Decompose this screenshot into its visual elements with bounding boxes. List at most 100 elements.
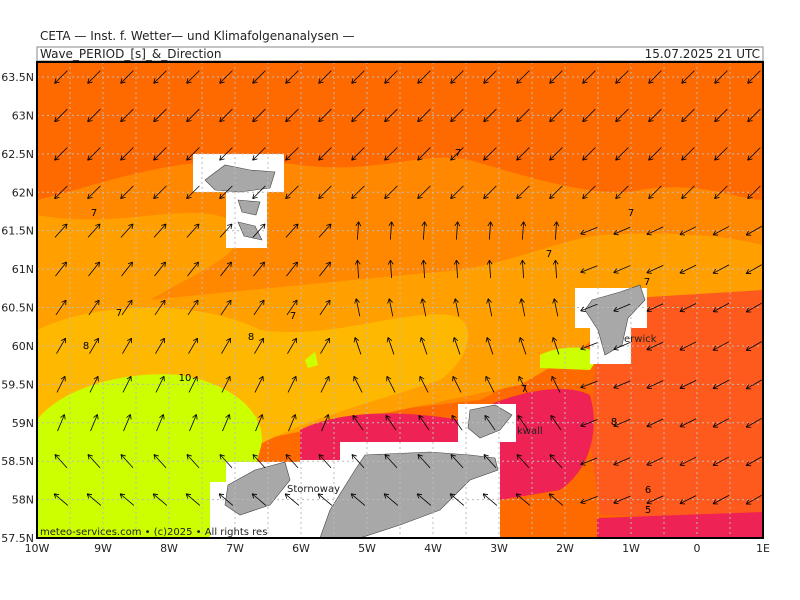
arrow-shaft	[646, 226, 664, 235]
arrow-shaft	[549, 70, 563, 84]
arrow-shaft	[318, 223, 332, 238]
arrow-shaft	[152, 493, 168, 506]
arrow-head	[417, 493, 423, 496]
arrow	[646, 418, 664, 428]
arrow	[152, 493, 168, 506]
arrow-head	[126, 414, 131, 418]
arrow-shaft	[189, 414, 197, 432]
arrow-head	[94, 261, 100, 265]
arrow-head	[679, 460, 684, 466]
arrow-head	[453, 259, 457, 265]
arrow-head	[384, 78, 387, 84]
arrow-shaft	[516, 147, 530, 161]
arrow-head	[516, 454, 522, 457]
arrow-head	[226, 261, 232, 265]
arrow	[681, 185, 695, 200]
arrow-head	[516, 493, 522, 496]
arrow-head	[450, 116, 453, 122]
arrow-head	[613, 349, 619, 351]
arrow-head	[522, 259, 526, 265]
arrow-shaft	[679, 226, 697, 236]
arrow-head	[679, 383, 684, 389]
place-label: kwall	[517, 426, 543, 437]
arrow	[89, 337, 99, 354]
arrow-head	[252, 454, 258, 457]
arrow-head	[486, 337, 492, 342]
arrow-head	[453, 337, 459, 342]
arrow-shaft	[153, 223, 167, 238]
arrow-shaft	[87, 223, 101, 238]
arrow	[318, 108, 332, 123]
arrow-shaft	[613, 265, 631, 273]
contour-label: 7	[290, 311, 296, 322]
arrow	[646, 380, 664, 389]
arrow-shaft	[252, 70, 266, 84]
arrow-head	[456, 259, 460, 265]
arrow-shaft	[421, 298, 427, 317]
arrow	[486, 259, 493, 279]
arrow-head	[61, 299, 67, 303]
arrow-head	[252, 454, 255, 460]
arrow-shaft	[153, 185, 167, 199]
arrow	[156, 414, 165, 432]
arrow-head	[285, 193, 288, 199]
arrow-head	[549, 81, 555, 84]
arrow	[187, 299, 199, 316]
arrow	[679, 303, 697, 313]
arrow-head	[325, 299, 331, 303]
arrow	[550, 415, 562, 431]
arrow-shaft	[153, 70, 167, 84]
arrow-head	[353, 337, 356, 343]
arrow-shaft	[580, 380, 598, 389]
arrow-shaft	[321, 414, 329, 432]
arrow	[420, 259, 427, 279]
arrow-shaft	[517, 415, 529, 431]
arrow-head	[226, 299, 232, 303]
lon-label: 6W	[292, 542, 310, 555]
arrow-shaft	[53, 493, 69, 506]
arrow-head	[712, 384, 717, 389]
arrow-head	[355, 221, 359, 227]
arrow-shaft	[450, 70, 464, 84]
arrow	[317, 493, 333, 506]
arrow	[747, 108, 761, 123]
arrow-head	[580, 387, 586, 389]
arrow	[646, 264, 664, 274]
arrow-head	[451, 415, 457, 418]
arrow-head	[582, 193, 585, 199]
arrow-head	[54, 454, 60, 457]
lon-label: 5W	[358, 542, 376, 555]
axis-labels: 63.5N 63N 62.5N 62N 61.5N 61N 60.5N 60N 59.5N 59N…	[1, 71, 770, 555]
band	[37, 374, 262, 538]
arrow-head	[259, 337, 264, 341]
arrow-shaft	[580, 227, 598, 235]
arrow	[679, 456, 697, 466]
band	[597, 512, 763, 538]
arrow-shaft	[712, 341, 730, 351]
arrow	[712, 341, 730, 351]
arrow-shaft	[320, 376, 330, 393]
arrow-shaft	[87, 185, 101, 199]
arrow-shaft	[712, 456, 730, 466]
arrow-shaft	[681, 147, 695, 161]
arrow-head	[318, 493, 324, 496]
arrow	[549, 147, 563, 161]
arrow	[89, 375, 99, 393]
arrow-shaft	[121, 299, 133, 316]
arrow-shaft	[455, 221, 459, 240]
arrow-head	[159, 414, 164, 418]
arrow	[451, 415, 463, 431]
arrow	[454, 221, 461, 240]
arrow	[252, 147, 266, 161]
arrow-head	[219, 116, 222, 122]
arrow-shaft	[122, 376, 132, 393]
arrow	[580, 419, 598, 428]
contour-label: 7	[91, 208, 97, 219]
arrow	[648, 185, 662, 200]
arrow-head	[252, 78, 255, 84]
arrow-head	[65, 261, 67, 268]
arrow-head	[153, 454, 159, 457]
arrow	[613, 418, 631, 428]
arrow-head	[284, 493, 288, 499]
arrow	[319, 299, 331, 316]
